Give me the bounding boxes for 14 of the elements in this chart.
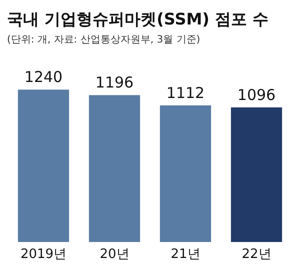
- data-label: 1096: [237, 86, 276, 104]
- bar: [18, 90, 70, 242]
- x-tick-label: 20년: [100, 247, 130, 262]
- x-tick-label: 21년: [170, 247, 200, 262]
- bar: [88, 95, 140, 242]
- data-label: 1240: [24, 68, 63, 86]
- bar: [160, 105, 212, 242]
- bar: [230, 107, 282, 242]
- x-tick-label: 22년: [242, 247, 272, 262]
- data-label: 1196: [95, 74, 134, 92]
- chart-subtitle: (단위: 개, 자료: 산업통상자원부, 3월 기준): [7, 34, 200, 46]
- data-label: 1112: [166, 84, 205, 102]
- chart-title: 국내 기업형슈퍼마켓(SSM) 점포 수: [7, 10, 269, 28]
- x-tick-label: 2019년: [20, 247, 67, 262]
